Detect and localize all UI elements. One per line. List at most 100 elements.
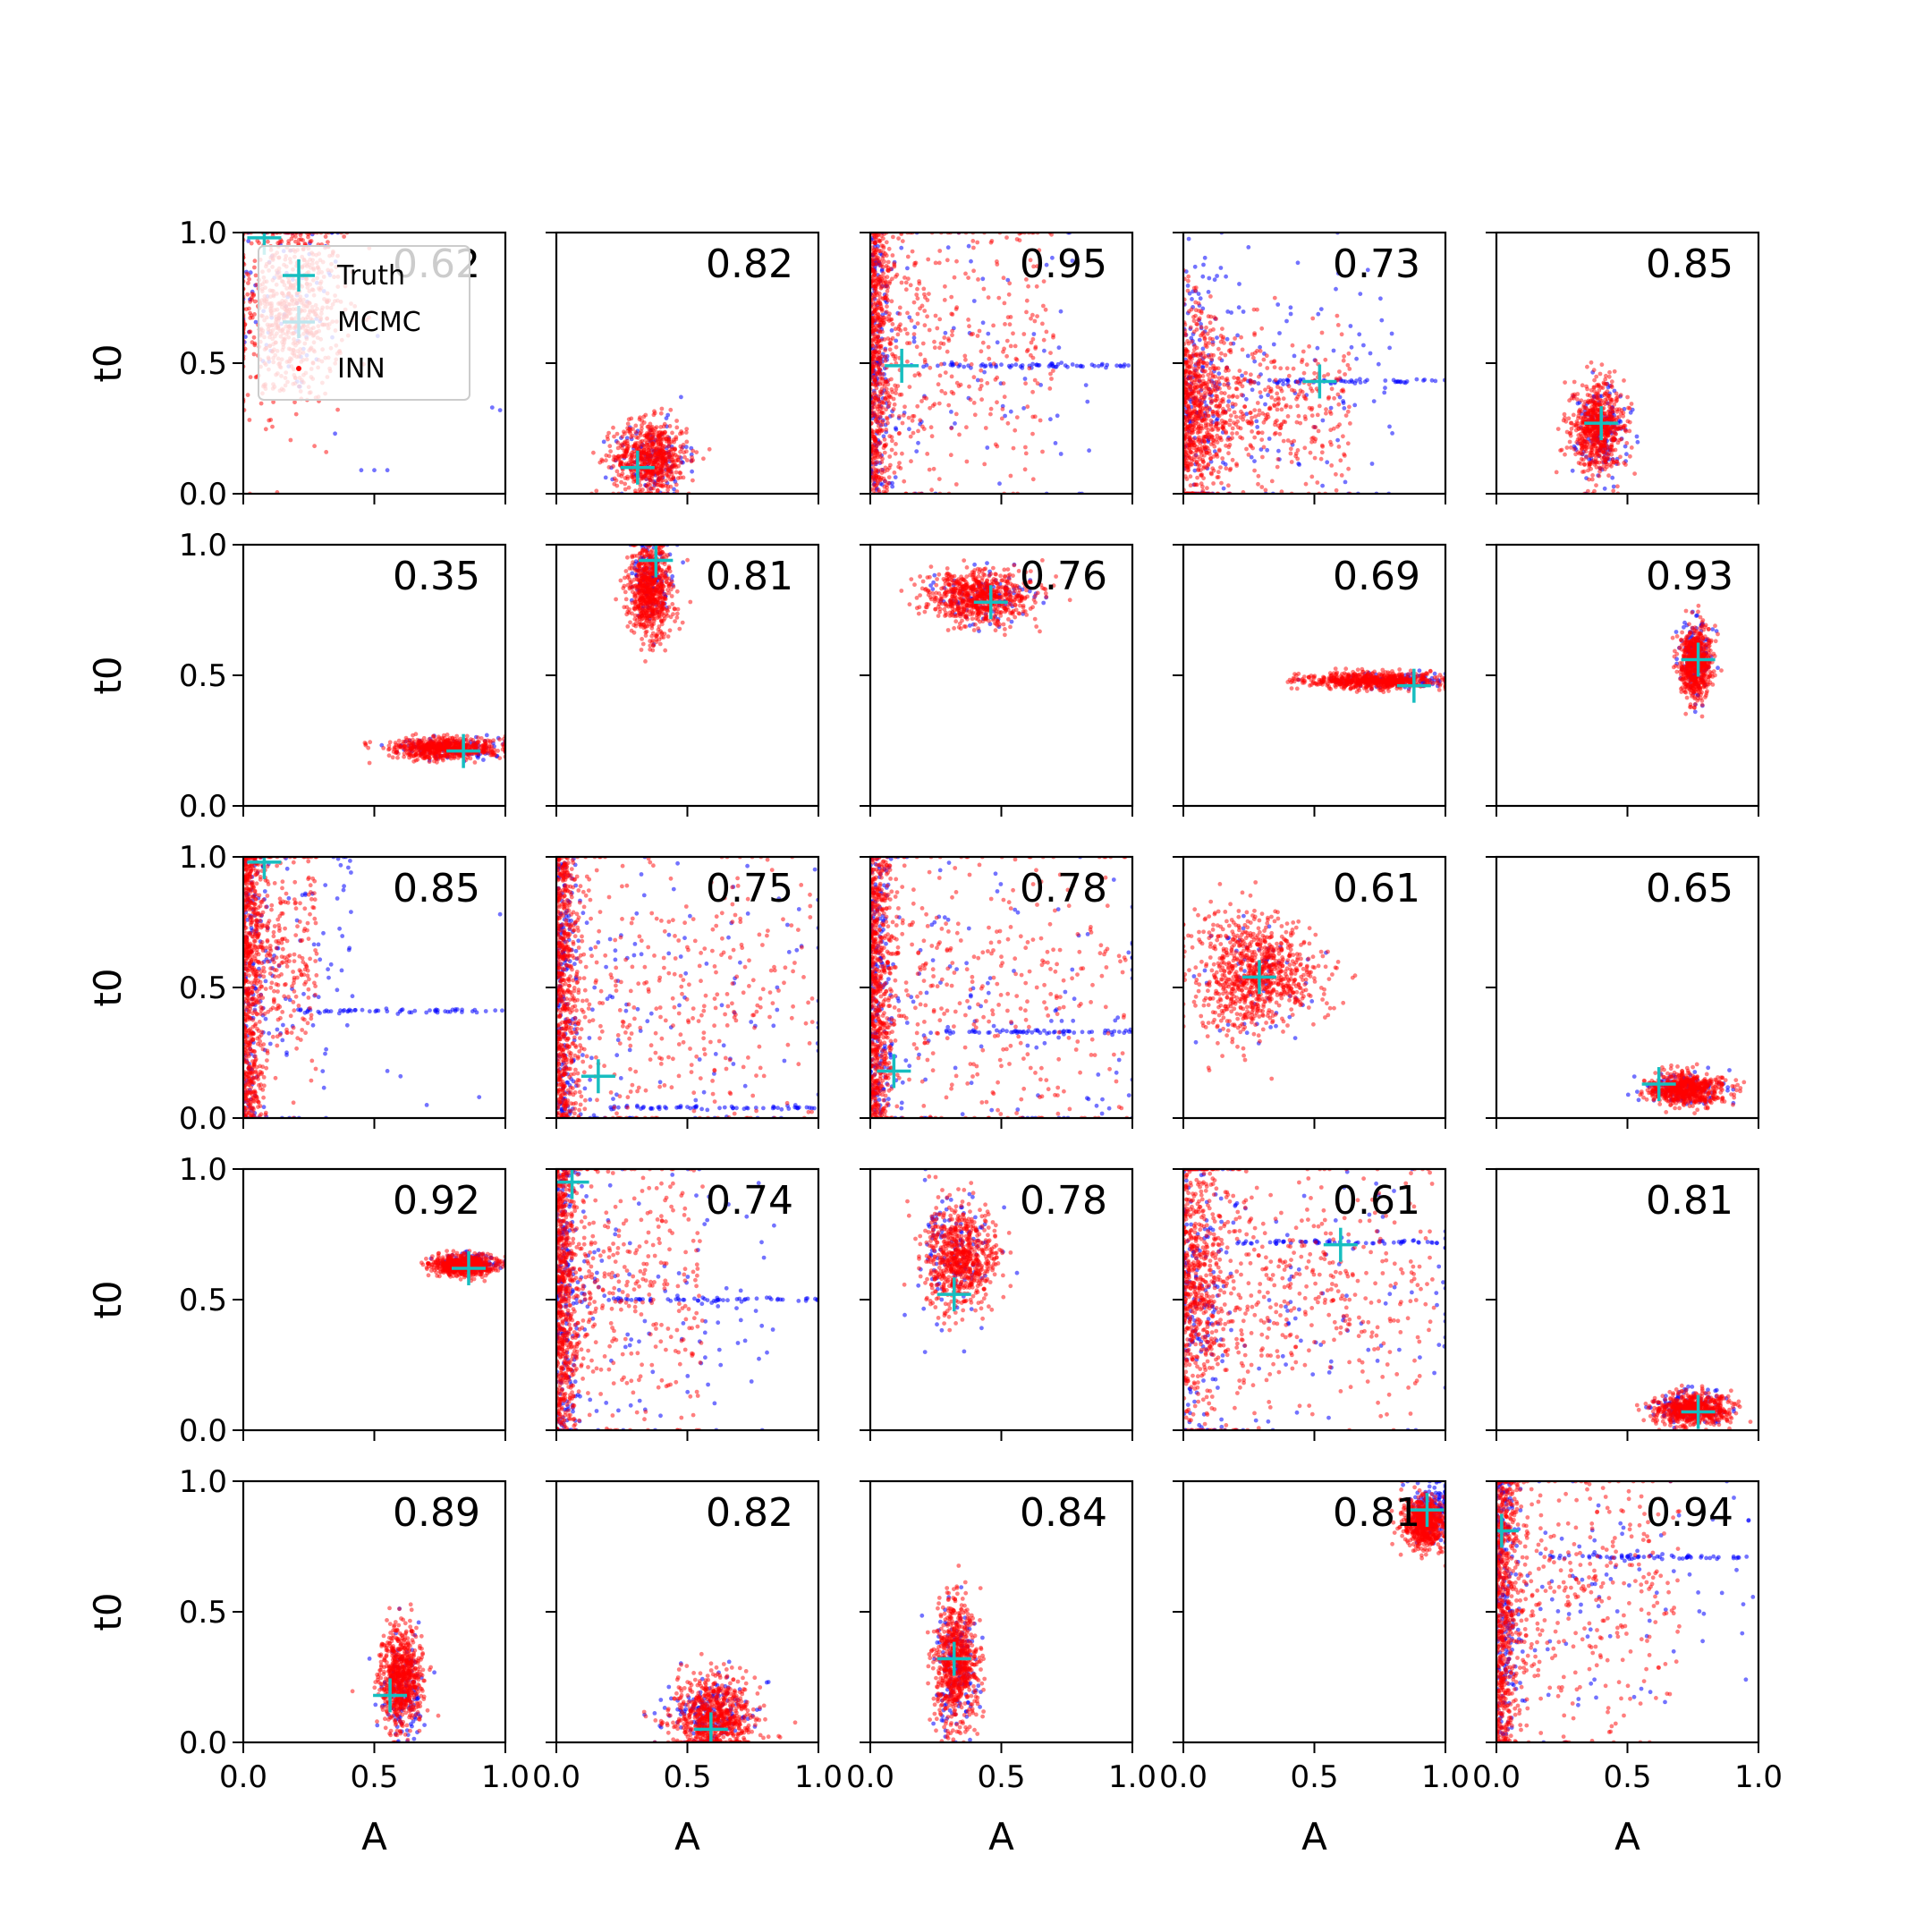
mcmc-point	[983, 363, 988, 369]
inn-point	[915, 403, 920, 409]
inn-point	[1579, 398, 1584, 403]
inn-points	[589, 406, 712, 494]
inn-point	[1606, 410, 1611, 414]
mcmc-point	[982, 369, 987, 375]
inn-point	[972, 412, 978, 418]
inn-point	[949, 294, 954, 300]
inn-point	[1233, 402, 1238, 407]
y-tick-label: 0.5	[179, 346, 227, 382]
inn-point	[678, 460, 683, 465]
inn-point	[1584, 455, 1589, 460]
inn-point	[1329, 463, 1335, 468]
inn-point	[890, 438, 894, 444]
inn-point	[1219, 480, 1224, 486]
inn-point	[1001, 381, 1006, 386]
inn-point	[1610, 435, 1615, 439]
inn-point	[1227, 422, 1233, 428]
inn-point	[1296, 413, 1301, 419]
inn-point	[1609, 385, 1614, 390]
inn-point	[679, 446, 684, 452]
inn-point	[1611, 488, 1616, 494]
inn-point	[1224, 430, 1229, 436]
mcmc-point	[905, 266, 910, 271]
inn-point	[668, 449, 673, 454]
inn-point	[1193, 482, 1199, 487]
inn-point	[1024, 277, 1029, 282]
inn-point	[665, 487, 670, 493]
inn-point	[1283, 419, 1288, 425]
inn-point	[267, 418, 272, 423]
inn-point	[1603, 467, 1607, 472]
inn-point	[1234, 431, 1240, 436]
inn-point	[1202, 406, 1208, 411]
inn-point	[873, 350, 878, 355]
inn-point	[1260, 454, 1265, 460]
inn-point	[1007, 322, 1013, 327]
inn-point	[1609, 452, 1614, 457]
mcmc-point	[1083, 383, 1089, 387]
inn-point	[1614, 391, 1619, 396]
mcmc-point	[1256, 381, 1261, 386]
inn-point	[930, 403, 936, 408]
inn-point	[1316, 428, 1321, 434]
inn-point	[1619, 411, 1623, 416]
inn-point	[623, 481, 628, 487]
inn-point	[1224, 420, 1229, 425]
inn-point	[664, 465, 669, 470]
inn-point	[1249, 444, 1254, 449]
inn-point	[1339, 332, 1344, 337]
inn-point	[1594, 449, 1598, 454]
mcmc-point	[1320, 418, 1326, 423]
inn-point	[1193, 285, 1199, 290]
mcmc-point	[253, 319, 258, 325]
inn-point	[907, 385, 912, 389]
mcmc-point	[1224, 274, 1228, 279]
inn-point	[1023, 445, 1028, 450]
mcmc-point	[1252, 459, 1257, 463]
inn-point	[646, 445, 651, 450]
mcmc-point	[1201, 262, 1206, 267]
mcmc-point	[1200, 274, 1206, 279]
inn-point	[903, 280, 909, 285]
inn-point	[631, 454, 636, 460]
inn-point	[312, 444, 317, 449]
inn-point	[1336, 402, 1342, 407]
mcmc-point	[1186, 236, 1191, 242]
mcmc-point	[1221, 486, 1226, 491]
mcmc-point	[1318, 307, 1324, 311]
inn-point	[1199, 310, 1204, 316]
inn-point	[623, 452, 628, 456]
inn-point	[918, 418, 923, 423]
mcmc-point	[1354, 356, 1359, 361]
inn-point	[1184, 360, 1190, 365]
inn-point	[640, 462, 645, 467]
inn-point	[1335, 313, 1340, 318]
mcmc-point	[1358, 380, 1363, 385]
mcmc-point	[1611, 484, 1616, 489]
inn-point	[1004, 338, 1010, 343]
inn-point	[1213, 394, 1218, 398]
inn-point	[1601, 450, 1606, 455]
inn-point	[1216, 385, 1221, 390]
inn-point	[628, 427, 633, 432]
inn-point	[245, 393, 250, 397]
inn-point	[1603, 391, 1607, 396]
inn-point	[898, 328, 903, 333]
inn-point	[1595, 407, 1600, 412]
inn-point	[945, 258, 950, 263]
inn-point	[1575, 420, 1580, 426]
inn-point	[1334, 487, 1339, 493]
inn-point	[1217, 356, 1223, 361]
inn-point	[1239, 409, 1243, 414]
inn-point	[1201, 476, 1206, 480]
inn-point	[1336, 445, 1342, 449]
inn-point	[1183, 346, 1188, 352]
mcmc-point	[1295, 260, 1301, 266]
inn-point	[1233, 414, 1239, 419]
inn-point	[1309, 474, 1315, 479]
inn-point	[1032, 318, 1038, 324]
inn-point	[964, 459, 970, 464]
inn-point	[913, 260, 919, 266]
inn-point	[875, 429, 880, 434]
inn-point	[893, 357, 898, 361]
